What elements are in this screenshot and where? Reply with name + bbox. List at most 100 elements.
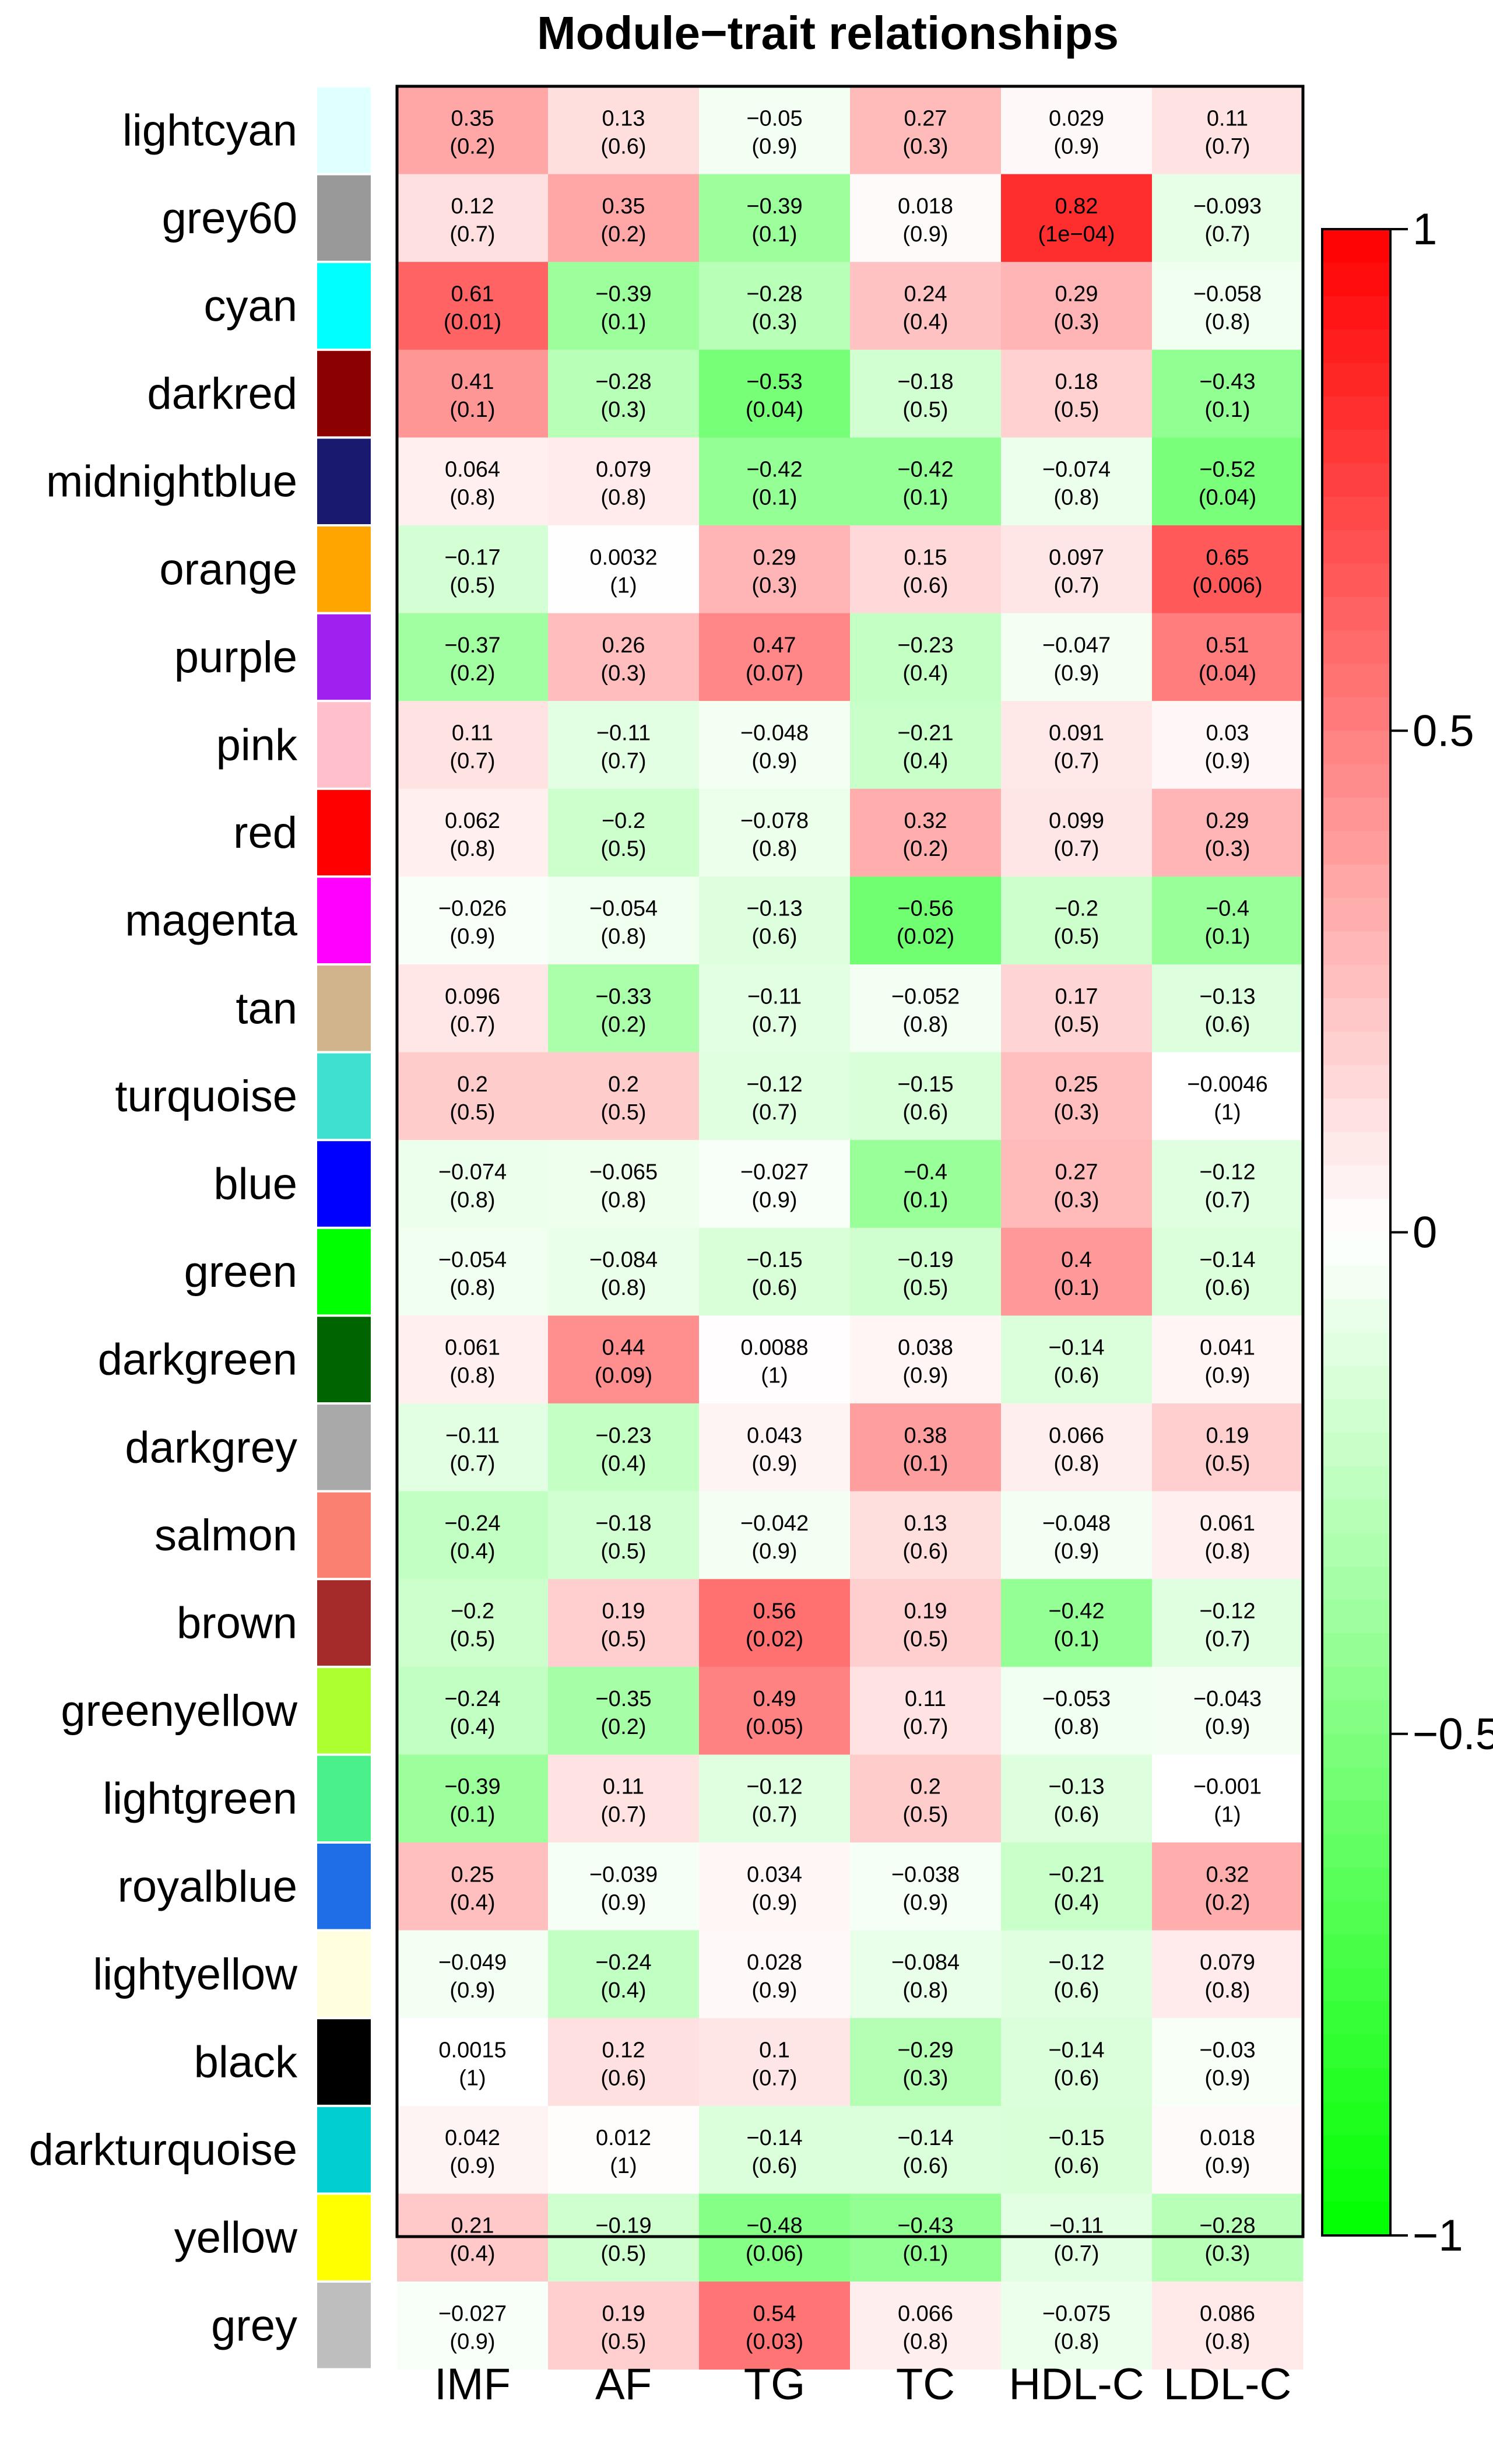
cell-correlation-label: −0.4 [1206,897,1249,921]
heatmap-cell [397,262,549,350]
cell-correlation-label: −0.093 [1193,194,1262,219]
cell-correlation-label: 0.0032 [589,545,657,570]
colorbar-step [1322,731,1390,765]
cell-pvalue-label: (0.8) [1204,1978,1250,2003]
cell-pvalue-label: (0.04) [746,398,803,422]
cell-pvalue-label: (0.9) [751,1978,797,2003]
colorbar-step [1322,530,1390,564]
cell-correlation-label: −0.28 [595,370,651,394]
cell-pvalue-label: (0.4) [600,1451,646,1476]
heatmap-cell [699,1666,851,1755]
colorbar-step [1322,1700,1390,1735]
heatmap-cell [397,964,549,1053]
heatmap-cell [548,1930,700,2019]
cell-pvalue-label: (0.9) [902,1364,948,1388]
heatmap-cell [397,1315,549,1404]
cell-correlation-label: 0.062 [445,809,500,833]
heatmap-cell [1152,86,1304,175]
cell-pvalue-label: (0.8) [1053,1715,1099,1739]
colorbar-step [1322,1466,1390,1501]
heatmap-cell [699,1052,851,1140]
cell-correlation-label: 0.11 [905,1687,946,1711]
colorbar-step [1322,998,1390,1033]
cell-correlation-label: 0.38 [904,1423,947,1448]
cell-pvalue-label: (0.9) [1204,2066,1250,2091]
colorbar-step [1322,2135,1390,2170]
heatmap-cell [548,1140,700,1229]
heatmap-cell [397,1930,549,2019]
cell-pvalue-label: (0.9) [902,1890,948,1915]
cell-correlation-label: 0.29 [753,545,796,570]
cell-pvalue-label: (0.02) [897,925,954,949]
cell-pvalue-label: (0.9) [1053,661,1099,686]
heatmap-cell [850,964,1002,1053]
cell-correlation-label: 0.44 [602,1336,645,1360]
heatmap-cell [1152,876,1304,965]
module-label-lightyellow: lightyellow [93,1950,298,1999]
colorbar-step [1322,1500,1390,1534]
colorbar-tick-label: −0.5 [1413,1710,1493,1759]
cell-pvalue-label: (0.5) [1053,1012,1099,1037]
module-swatch-darkturquoise [317,2107,371,2193]
heatmap-cell [548,1842,700,1931]
cell-pvalue-label: (0.6) [1204,1276,1250,1300]
module-label-royalblue: royalblue [118,1862,297,1911]
heatmap-cell [850,86,1002,175]
cell-correlation-label: 0.029 [1049,106,1104,131]
cell-correlation-label: −0.048 [1042,1511,1111,1536]
colorbar-step [1322,2101,1390,2136]
heatmap-cell [397,1403,549,1492]
cell-pvalue-label: (0.1) [1204,925,1250,949]
cell-correlation-label: −0.084 [891,1950,960,1975]
module-swatch-darkgreen [317,1317,371,1402]
cell-pvalue-label: (0.6) [751,925,797,949]
cell-pvalue-label: (0.5) [600,2329,646,2354]
module-label-midnightblue: midnightblue [46,457,297,507]
cell-pvalue-label: (0.8) [751,837,797,861]
cell-correlation-label: −0.24 [444,1687,500,1711]
colorbar-step [1322,1800,1390,1835]
cell-pvalue-label: (0.9) [449,925,495,949]
heatmap-cell [1001,525,1153,614]
cell-pvalue-label: (0.2) [600,1012,646,1037]
cell-correlation-label: 0.21 [451,2214,494,2238]
cell-pvalue-label: (0.1) [449,1803,495,1827]
cell-pvalue-label: (0.1) [902,1188,948,1213]
cell-correlation-label: −0.42 [897,458,953,482]
cell-pvalue-label: (0.6) [1053,1978,1099,2003]
cell-correlation-label: −0.042 [740,1511,809,1536]
cell-correlation-label: 0.29 [1206,809,1249,833]
cell-pvalue-label: (0.1) [902,486,948,510]
heatmap-cell [1152,1403,1304,1492]
cell-pvalue-label: (0.9) [751,134,797,159]
module-label-green: green [184,1247,297,1297]
heatmap-cell [397,876,549,965]
cell-correlation-label: −0.03 [1199,2038,1255,2063]
cell-pvalue-label: (0.5) [600,1627,646,1652]
colorbar-step [1322,931,1390,966]
cell-correlation-label: 0.11 [452,721,493,746]
cell-pvalue-label: (0.1) [902,2242,948,2266]
cell-pvalue-label: (0.6) [751,2154,797,2178]
cell-pvalue-label: (0.04) [1199,486,1256,510]
cell-pvalue-label: (0.5) [600,2242,646,2266]
cell-pvalue-label: (0.8) [600,1276,646,1300]
colorbar-step [1322,463,1390,497]
cell-pvalue-label: (0.05) [746,1715,803,1739]
cell-correlation-label: −0.026 [438,897,507,921]
heatmap-cell [1001,1842,1153,1931]
cell-pvalue-label: (0.1) [449,398,495,422]
module-swatch-red [317,789,371,876]
heatmap-cell [397,1491,549,1580]
cell-pvalue-label: (0.8) [600,486,646,510]
cell-correlation-label: 0.091 [1049,721,1104,746]
heatmap-cell [548,86,700,175]
heatmap-cell [397,788,549,877]
colorbar-step [1322,1132,1390,1166]
cell-correlation-label: 0.1 [759,2038,790,2063]
cell-correlation-label: 0.19 [602,2301,645,2326]
heatmap-cell [850,2282,1002,2370]
heatmap-cell [850,1315,1002,1404]
cell-correlation-label: 0.043 [747,1423,802,1448]
cell-pvalue-label: (0.5) [1053,398,1099,422]
